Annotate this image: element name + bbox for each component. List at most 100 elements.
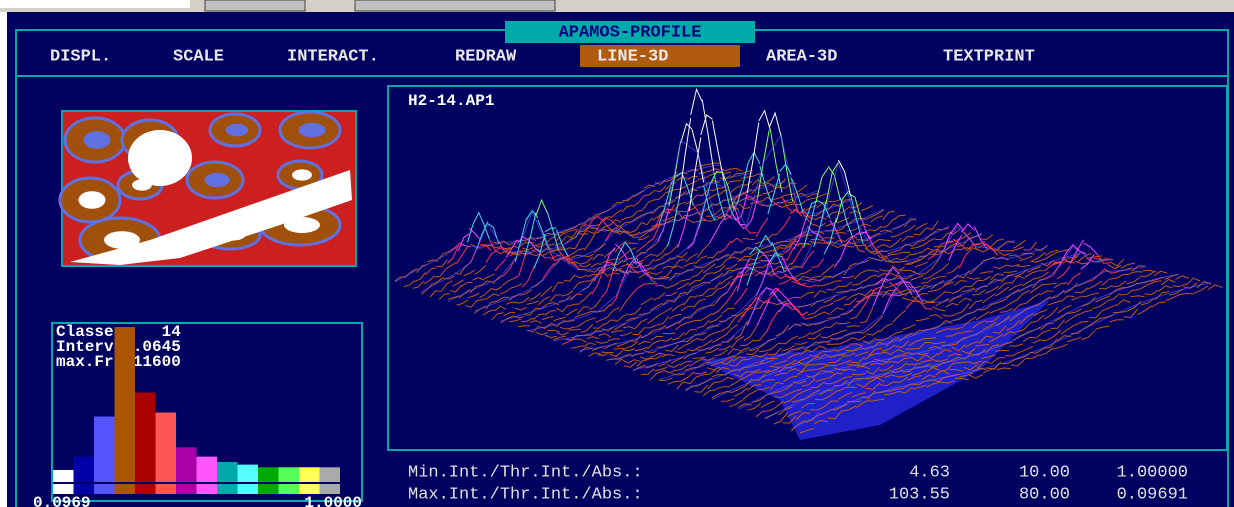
surface-line: [803, 200, 817, 248]
surface-line: [933, 245, 947, 248]
surface-line: [747, 368, 761, 373]
surface-line: [833, 244, 847, 268]
surface-line: [992, 325, 1007, 334]
color-scale-cell: [53, 484, 74, 494]
surface-line: [925, 220, 939, 231]
surface-line: [496, 296, 509, 302]
surface-line: [893, 214, 906, 221]
histogram-frame: [51, 322, 363, 502]
surface-line: [668, 313, 682, 320]
surface-line: [858, 223, 871, 228]
surface-line: [1069, 239, 1084, 264]
surface-line: [1030, 314, 1045, 324]
surface-line: [1088, 309, 1104, 319]
surface-line: [496, 247, 509, 252]
surface-line: [512, 315, 525, 319]
surface-line: [843, 297, 857, 306]
surface-line: [892, 309, 907, 323]
surface-line: [579, 291, 593, 304]
surface-line: [720, 376, 735, 383]
surface-line: [843, 241, 857, 246]
surface-line: [654, 366, 668, 372]
surface-line: [642, 258, 655, 267]
toolbar-buttons[interactable]: [204, 0, 306, 12]
surface-line: [864, 274, 878, 282]
surface-line: [872, 245, 886, 260]
surface-line: [733, 370, 748, 378]
surface-line: [852, 335, 867, 341]
surface-line: [810, 381, 825, 389]
surface-line: [1005, 289, 1020, 299]
surface-line: [429, 290, 442, 298]
surface-line: [613, 254, 626, 260]
menu-item[interactable]: TEXTPRINT: [943, 47, 1035, 66]
surface-line: [588, 298, 602, 311]
surface-line: [837, 217, 850, 224]
toolbar-field[interactable]: [0, 0, 190, 8]
menu-item[interactable]: AREA-3D: [766, 47, 837, 66]
toolbar-buttons[interactable]: [354, 0, 556, 12]
surface-line: [423, 275, 435, 285]
surface-line: [715, 367, 730, 374]
surface-line: [574, 312, 587, 319]
surface-line: [749, 255, 762, 261]
surface-line: [978, 335, 993, 344]
surface-line: [791, 303, 806, 320]
surface-line: [531, 248, 544, 254]
surface-line: [447, 181, 786, 303]
surface-line: [783, 394, 798, 404]
surface-line: [920, 247, 934, 254]
surface-line: [718, 189, 730, 196]
menu-item[interactable]: LINE-3D: [597, 47, 668, 66]
menu-item[interactable]: DISPL.: [50, 47, 111, 66]
surface-line: [572, 280, 585, 290]
surface-line: [746, 294, 761, 326]
surface-line: [1045, 249, 1059, 256]
menu-item[interactable]: REDRAW: [455, 47, 517, 66]
surface-line: [758, 348, 773, 353]
surface-line: [714, 349, 728, 357]
surface-line: [684, 206, 697, 213]
surface-line: [447, 295, 460, 300]
surface-line: [826, 285, 840, 291]
surface-line: [664, 291, 678, 297]
surface-line: [512, 242, 525, 249]
surface-line: [662, 332, 676, 335]
surface-line: [778, 302, 792, 313]
surface-line: [732, 356, 747, 362]
surface-line: [1140, 271, 1154, 277]
histogram-bar: [53, 469, 74, 482]
surface-line: [565, 258, 578, 268]
surface-line: [846, 232, 860, 244]
histogram-bar: [94, 416, 115, 482]
surface-line: [591, 269, 604, 295]
surface-line: [572, 248, 585, 254]
surface-line: [563, 247, 575, 252]
surface-line: [1050, 289, 1065, 300]
menu-item[interactable]: INTERACT.: [287, 47, 379, 66]
menu-item[interactable]: SCALE: [173, 47, 224, 66]
surface-line: [636, 359, 650, 368]
surface-line: [883, 361, 898, 364]
surface-line: [1012, 302, 1027, 312]
surface-line: [1010, 246, 1024, 252]
surface-line: [654, 186, 666, 193]
surface-line: [738, 203, 751, 210]
surface-line: [702, 369, 717, 376]
surface-line: [946, 265, 960, 275]
surface-line: [735, 193, 748, 221]
surface-line: [842, 386, 857, 389]
surface-line: [912, 329, 926, 337]
surface-line: [725, 263, 738, 270]
surface-line: [892, 362, 908, 371]
surface-line: [830, 337, 844, 340]
color-scale-cell: [94, 484, 115, 494]
surface-line: [917, 252, 931, 262]
tissue-lumen: [104, 231, 140, 249]
surface-line: [658, 246, 1048, 381]
surface-line: [1048, 261, 1063, 269]
surface-line: [883, 255, 897, 262]
surface-line: [934, 358, 949, 362]
surface-line: [1018, 345, 1034, 354]
surface-line: [941, 343, 956, 347]
